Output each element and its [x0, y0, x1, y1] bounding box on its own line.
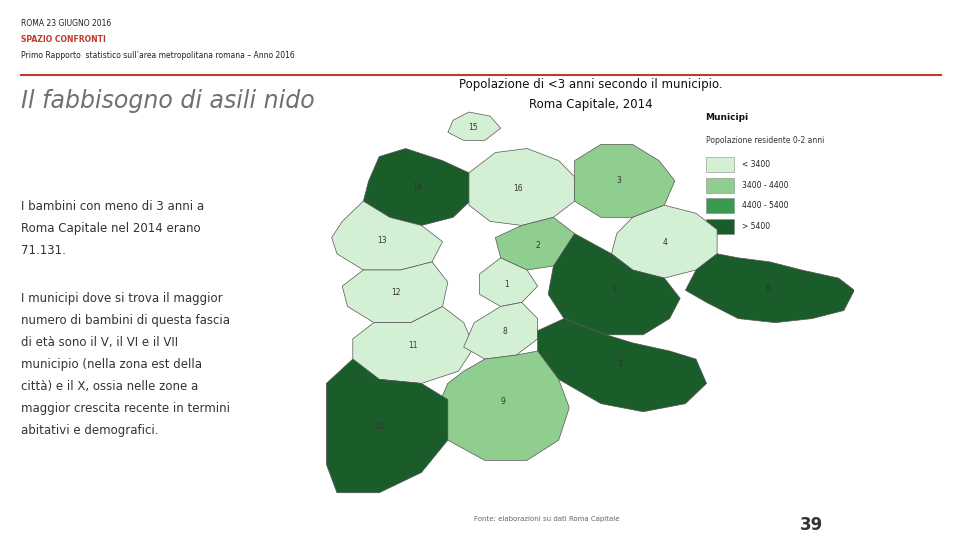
Text: I bambini con meno di 3 anni a
Roma Capitale nel 2014 erano
71.131.: I bambini con meno di 3 anni a Roma Capi… [21, 200, 204, 257]
FancyBboxPatch shape [706, 178, 734, 193]
Text: 11: 11 [408, 341, 418, 350]
FancyBboxPatch shape [706, 157, 734, 172]
Text: 7: 7 [617, 360, 622, 369]
Text: Primo Rapporto  statistico sull’area metropolitana romana – Anno 2016: Primo Rapporto statistico sull’area metr… [21, 51, 295, 60]
Polygon shape [480, 258, 538, 306]
Text: 39: 39 [800, 516, 823, 534]
Text: SPAZIO CONFRONTI: SPAZIO CONFRONTI [21, 35, 106, 44]
Text: I municipi dove si trova il maggior
numero di bambini di questa fascia
di età so: I municipi dove si trova il maggior nume… [21, 292, 230, 437]
Text: 14: 14 [412, 183, 421, 192]
Polygon shape [326, 359, 447, 492]
Polygon shape [447, 112, 501, 140]
Text: Municipi: Municipi [706, 113, 749, 123]
Text: 15: 15 [468, 123, 477, 132]
Text: 12: 12 [391, 287, 400, 296]
Text: 6: 6 [765, 284, 770, 293]
Polygon shape [612, 205, 717, 278]
Polygon shape [469, 148, 574, 226]
Text: < 3400: < 3400 [742, 160, 770, 169]
Text: 4400 - 5400: 4400 - 5400 [742, 201, 788, 210]
Polygon shape [342, 262, 447, 322]
Text: 1: 1 [504, 280, 509, 289]
Text: 3: 3 [616, 177, 621, 185]
Text: 16: 16 [514, 184, 523, 193]
Text: Popolazione di <3 anni secondo il municipio.: Popolazione di <3 anni secondo il munici… [459, 78, 722, 91]
Text: 2: 2 [536, 241, 540, 249]
Polygon shape [464, 302, 538, 359]
Polygon shape [438, 351, 569, 460]
Polygon shape [574, 144, 675, 217]
FancyBboxPatch shape [706, 219, 734, 234]
FancyBboxPatch shape [706, 198, 734, 213]
Polygon shape [538, 319, 707, 411]
Polygon shape [353, 306, 474, 383]
Text: Il fabbisogno di asili nido: Il fabbisogno di asili nido [21, 89, 315, 113]
Text: 8: 8 [502, 327, 507, 336]
Text: 9: 9 [500, 397, 505, 406]
Text: 13: 13 [377, 235, 387, 245]
Text: 10: 10 [373, 422, 384, 431]
Text: 5: 5 [611, 287, 616, 295]
Text: 3400 - 4400: 3400 - 4400 [742, 181, 788, 190]
Text: > 5400: > 5400 [742, 222, 770, 231]
Polygon shape [495, 217, 574, 270]
Polygon shape [685, 254, 854, 322]
Text: Roma Capitale, 2014: Roma Capitale, 2014 [529, 98, 652, 111]
Text: Fonte: elaborazioni su dati Roma Capitale: Fonte: elaborazioni su dati Roma Capital… [474, 516, 620, 522]
Text: ROMA 23 GIUGNO 2016: ROMA 23 GIUGNO 2016 [21, 19, 111, 28]
Polygon shape [332, 201, 443, 270]
Polygon shape [548, 233, 681, 335]
Polygon shape [363, 148, 474, 226]
Text: Popolazione residente 0-2 anni: Popolazione residente 0-2 anni [706, 136, 824, 145]
Text: 4: 4 [662, 238, 667, 247]
